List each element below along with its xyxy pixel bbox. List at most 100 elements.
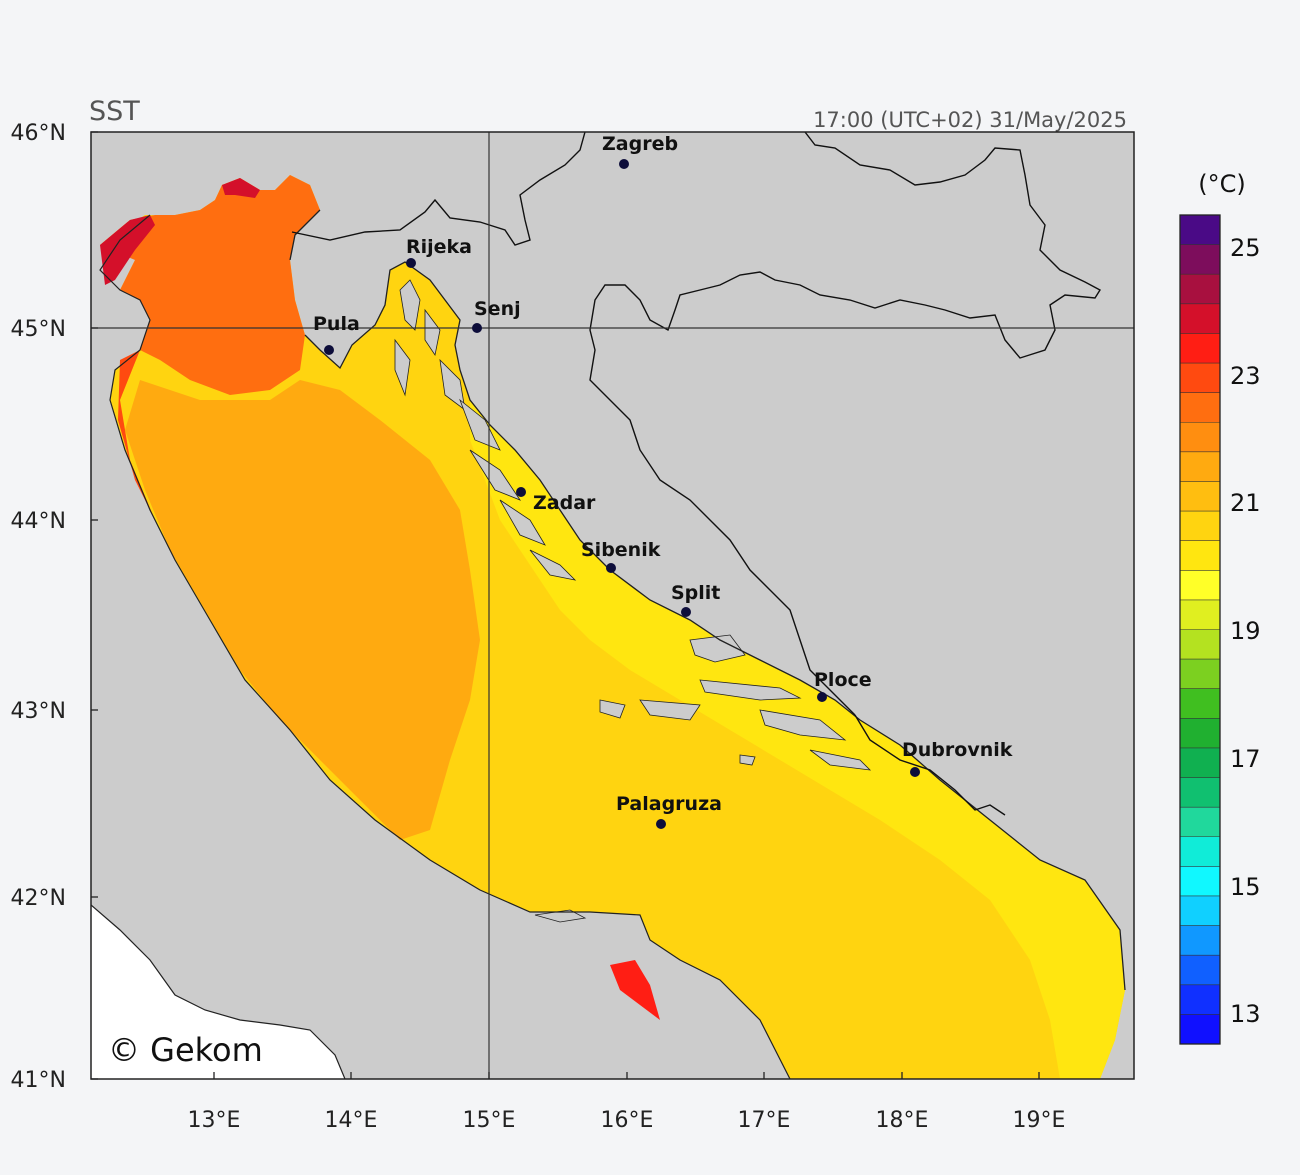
city-marker-dot xyxy=(406,258,416,268)
sea-hot-venice xyxy=(100,215,155,285)
city-marker-dot xyxy=(472,323,482,333)
map-frame xyxy=(90,131,1135,1080)
map-plot-area xyxy=(91,132,1134,1079)
city-sibenik: Sibenik xyxy=(581,539,661,573)
colorbar-cell xyxy=(1180,925,1220,956)
colorbar-cell xyxy=(1180,718,1220,749)
colorbar-unit: (°C) xyxy=(1198,170,1245,198)
lat-tick-label: 44°N xyxy=(11,509,66,534)
city-marker-dot xyxy=(681,607,691,617)
colorbar-label: 25 xyxy=(1230,234,1261,262)
sea-warm-north xyxy=(100,175,320,395)
city-senj: Senj xyxy=(472,298,521,333)
croatian-coastline xyxy=(289,209,1126,991)
colorbar-cell xyxy=(1180,274,1220,305)
colorbar-cell xyxy=(1180,244,1220,275)
city-marker-dot xyxy=(656,819,666,829)
colorbar-cell xyxy=(1180,363,1220,394)
colorbar xyxy=(1179,214,1221,1045)
city-marker-dot xyxy=(324,345,334,355)
sea-cool-coastal xyxy=(470,400,1125,1079)
city-pula: Pula xyxy=(313,313,360,355)
off-domain-land xyxy=(91,905,345,1079)
city-label: Rijeka xyxy=(406,236,472,258)
lon-tick-label: 17°E xyxy=(738,1108,791,1133)
city-zagreb: Zagreb xyxy=(602,133,678,169)
sea-warm-italian-coast xyxy=(118,350,155,520)
croatian-islands xyxy=(394,279,872,923)
colorbar-cell xyxy=(1180,895,1220,927)
city-ploce: Ploce xyxy=(814,669,872,702)
city-palagruza: Palagruza xyxy=(616,793,722,829)
map-timestamp: 17:00 (UTC+02) 31/May/2025 xyxy=(813,108,1127,132)
country-borders xyxy=(291,132,1101,816)
city-label: Sibenik xyxy=(581,539,661,561)
colorbar-cell xyxy=(1180,540,1220,571)
colorbar-cell xyxy=(1180,1014,1220,1045)
city-zadar: Zadar xyxy=(516,487,596,514)
colorbar-cell xyxy=(1180,481,1220,512)
lon-tick-label: 19°E xyxy=(1013,1108,1066,1133)
colorbar-frame xyxy=(1179,214,1221,1045)
colorbar-cell xyxy=(1180,659,1220,690)
city-rijeka: Rijeka xyxy=(406,236,472,268)
lat-tick-label: 45°N xyxy=(11,317,66,342)
colorbar-label: 21 xyxy=(1230,489,1261,517)
lat-tick-label: 43°N xyxy=(11,699,66,724)
lat-tick-label: 41°N xyxy=(11,1068,66,1093)
colorbar-cell xyxy=(1180,836,1220,867)
city-label: Palagruza xyxy=(616,793,722,815)
colorbar-cell xyxy=(1180,747,1220,779)
italy-coastline xyxy=(91,904,346,1079)
colorbar-label: 13 xyxy=(1230,1000,1261,1028)
city-label: Pula xyxy=(313,313,360,335)
city-dubrovnik: Dubrovnik xyxy=(902,739,1013,777)
colorbar-cell xyxy=(1180,777,1220,808)
colorbar-labels: 25 23 21 19 17 15 13 xyxy=(1230,234,1261,1028)
colorbar-label: 19 xyxy=(1230,617,1261,645)
city-label: Ploce xyxy=(814,669,872,691)
city-marker-dot xyxy=(516,487,526,497)
lat-tick-label: 42°N xyxy=(11,886,66,911)
colorbar-cell xyxy=(1180,599,1220,630)
colorbar-label: 23 xyxy=(1230,362,1261,390)
colorbar-cell xyxy=(1180,955,1220,986)
lon-tick-label: 14°E xyxy=(325,1108,378,1133)
colorbar-cell xyxy=(1180,984,1220,1015)
city-split: Split xyxy=(671,582,720,617)
lon-tick-label: 13°E xyxy=(188,1108,241,1133)
lat-tick-label: 46°N xyxy=(11,121,66,146)
colorbar-cell xyxy=(1180,215,1220,246)
city-label: Zagreb xyxy=(602,133,678,155)
colorbar-cell xyxy=(1180,866,1220,897)
italian-coastline xyxy=(99,214,791,1079)
city-marker-dot xyxy=(619,159,629,169)
colorbar-cell xyxy=(1180,392,1220,423)
longitude-axis: 13°E 14°E 15°E 16°E 17°E 18°E 19°E xyxy=(188,1072,1066,1133)
colorbar-cell xyxy=(1180,422,1220,453)
colorbar-cell xyxy=(1180,629,1220,660)
sea-hot-gargano xyxy=(610,960,660,1020)
colorbar-cell xyxy=(1180,333,1220,364)
lon-tick-label: 16°E xyxy=(601,1108,654,1133)
colorbar-cell xyxy=(1180,451,1220,482)
copyright-label: © Gekom xyxy=(108,1031,263,1069)
sea-mid-band xyxy=(125,380,480,840)
colorbar-cell xyxy=(1180,303,1220,334)
lon-tick-label: 18°E xyxy=(876,1108,929,1133)
latitude-axis: 46°N 45°N 44°N 43°N 42°N 41°N xyxy=(11,121,98,1093)
colorbar-cell xyxy=(1180,511,1220,542)
sea-hot-trieste xyxy=(222,178,260,198)
city-label: Split xyxy=(671,582,720,604)
colorbar-cell xyxy=(1180,807,1220,838)
city-label: Zadar xyxy=(533,492,596,514)
colorbar-label: 15 xyxy=(1230,873,1261,901)
city-label: Dubrovnik xyxy=(902,739,1013,761)
city-marker-dot xyxy=(817,692,827,702)
colorbar-cell xyxy=(1180,570,1220,601)
map-title: SST xyxy=(89,96,140,127)
colorbar-label: 17 xyxy=(1230,745,1261,773)
colorbar-cell xyxy=(1180,688,1220,719)
